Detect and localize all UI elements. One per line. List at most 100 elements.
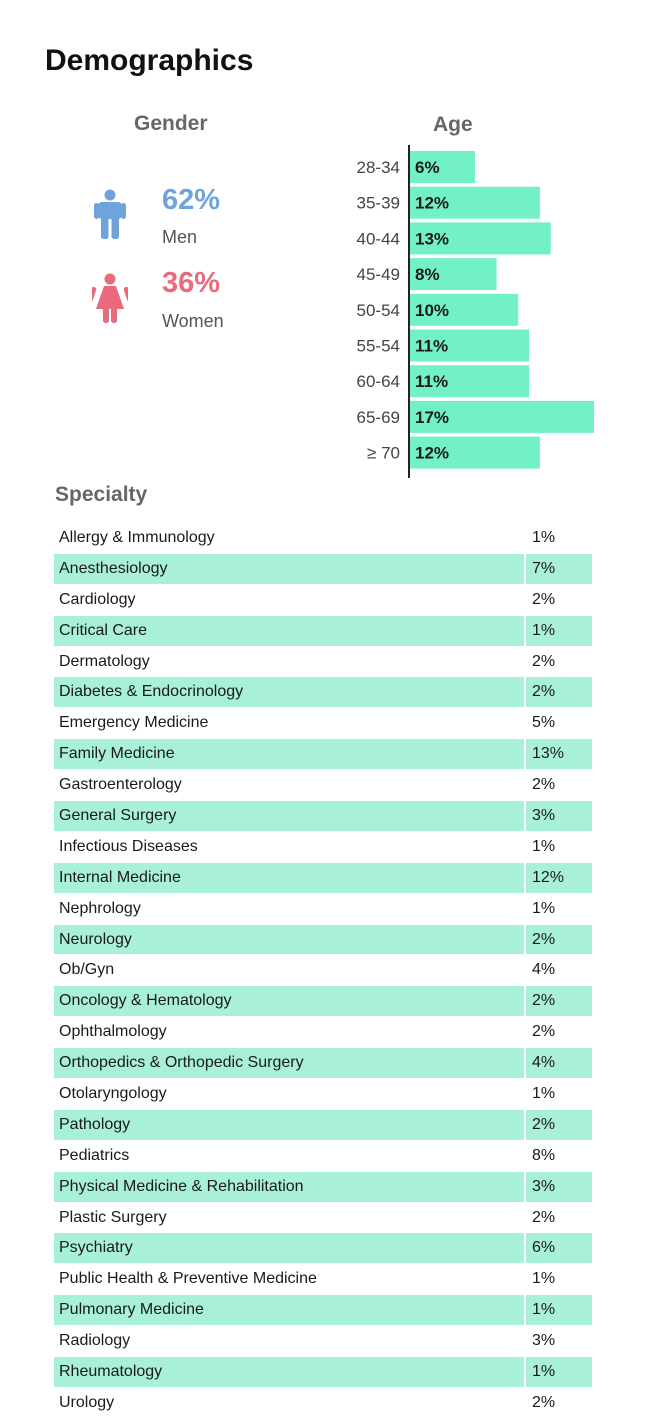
specialty-value: 2% (532, 683, 556, 701)
table-row: Infectious Diseases 1% (54, 831, 592, 863)
specialty-name: Ob/Gyn (54, 955, 526, 986)
specialty-name: Gastroenterology (54, 770, 526, 801)
specialty-value: 8% (532, 1146, 556, 1164)
age-tick-label: 60-64 (357, 372, 400, 391)
age-tick-label: 28-34 (357, 158, 400, 177)
specialty-name: Allergy & Immunology (54, 523, 526, 553)
age-tick-label: 55-54 (357, 337, 400, 356)
specialty-name: Family Medicine (54, 739, 526, 770)
specialty-value: 3% (532, 1177, 556, 1195)
specialty-value: 1% (532, 837, 556, 855)
specialty-name: Psychiatry (54, 1233, 526, 1264)
specialty-name: Dermatology (54, 646, 526, 677)
table-row: Gastroenterology 2% (54, 770, 592, 802)
specialty-name: Pathology (54, 1109, 526, 1140)
table-row: Orthopedics & Orthopedic Surgery 4% (54, 1048, 592, 1080)
specialty-value: 1% (532, 1084, 556, 1102)
age-data-label: 10% (415, 301, 449, 320)
table-row: Plastic Surgery 2% (54, 1202, 592, 1234)
page-title: Demographics (45, 44, 254, 77)
table-row: Urology 2% (54, 1387, 592, 1419)
specialty-name: Pediatrics (54, 1140, 526, 1171)
specialty-name: Nephrology (54, 893, 526, 924)
specialty-value: 1% (532, 621, 556, 639)
specialty-name: Pulmonary Medicine (54, 1295, 526, 1326)
age-tick-label: 65-69 (357, 408, 400, 427)
specialty-value: 13% (532, 745, 565, 763)
age-tick-label: 35-39 (357, 194, 400, 213)
age-bar (410, 258, 497, 291)
age-data-label: 13% (415, 229, 449, 248)
age-tick-label: 45-49 (357, 265, 400, 284)
table-row: Otolaryngology 1% (54, 1079, 592, 1110)
specialty-name: Infectious Diseases (54, 831, 526, 862)
table-row: Radiology 3% (54, 1326, 592, 1358)
specialty-value: 3% (532, 1332, 556, 1350)
specialty-value: 2% (532, 1023, 556, 1041)
table-row: Anesthesiology 7% (54, 553, 592, 585)
specialty-value: 2% (532, 930, 556, 948)
specialty-value: 2% (532, 1208, 556, 1226)
table-row: Rheumatology 1% (54, 1357, 592, 1388)
specialty-value: 1% (532, 528, 556, 546)
specialty-name: Plastic Surgery (54, 1202, 526, 1233)
table-row: Family Medicine 13% (54, 739, 592, 771)
gender-heading: Gender (134, 112, 208, 135)
age-data-label: 11% (415, 372, 448, 391)
table-row: Psychiatry 6% (54, 1233, 592, 1265)
table-row: Ob/Gyn 4% (54, 955, 592, 987)
table-row: Allergy & Immunology 1% (54, 523, 592, 554)
age-tick-label: ≥ 70 (367, 444, 400, 463)
table-row: Emergency Medicine 5% (54, 708, 592, 740)
age-bar (410, 329, 530, 362)
age-tick-label: 40-44 (357, 229, 400, 248)
specialty-value: 6% (532, 1239, 556, 1257)
table-row: Oncology & Hematology 2% (54, 986, 592, 1018)
specialty-value: 1% (532, 1301, 556, 1319)
specialty-table: Allergy & Immunology 1% Anesthesiology 7% Ca… (54, 523, 592, 1419)
specialty-value: 2% (532, 1393, 556, 1411)
age-bar-chart: 28-34 6% 35-39 12% 40-44 13% 45-49 8% 50-54 10% 55… (357, 145, 594, 478)
specialty-value: 2% (532, 1115, 556, 1133)
specialty-value: 12% (532, 868, 565, 886)
age-bar (410, 365, 530, 398)
specialty-value: 2% (532, 776, 556, 794)
age-bar (410, 222, 551, 255)
age-data-label: 17% (415, 408, 449, 427)
age-data-label: 12% (415, 444, 449, 463)
specialty-name: Oncology & Hematology (54, 986, 526, 1017)
specialty-value: 4% (532, 961, 556, 979)
table-row: Ophthalmology 2% (54, 1017, 592, 1049)
age-bar (410, 186, 540, 219)
specialty-value: 1% (532, 1362, 556, 1380)
table-row: Cardiology 2% (54, 584, 592, 616)
specialty-value: 4% (532, 1054, 556, 1072)
specialty-name: Radiology (54, 1326, 526, 1357)
specialty-name: Internal Medicine (54, 862, 526, 893)
table-row: Diabetes & Endocrinology 2% (54, 677, 592, 709)
age-data-label: 8% (415, 265, 440, 284)
table-row: Pulmonary Medicine 1% (54, 1295, 592, 1327)
age-tick-label: 50-54 (357, 301, 400, 320)
specialty-heading: Specialty (55, 483, 148, 506)
specialty-value: 2% (532, 992, 556, 1010)
specialty-name: Otolaryngology (54, 1079, 526, 1109)
specialty-name: Emergency Medicine (54, 708, 526, 739)
age-data-label: 11% (415, 337, 448, 356)
age-bar (410, 436, 540, 469)
specialty-value: 5% (532, 714, 556, 732)
specialty-value: 1% (532, 1270, 556, 1288)
specialty-name: Rheumatology (54, 1357, 526, 1387)
women-percentage: 36% (162, 267, 221, 299)
specialty-value: 2% (532, 590, 556, 608)
age-bar (410, 151, 475, 183)
specialty-value: 7% (532, 559, 556, 577)
specialty-name: Anesthesiology (54, 553, 526, 584)
specialty-name: Diabetes & Endocrinology (54, 677, 526, 708)
table-row: Pathology 2% (54, 1109, 592, 1141)
specialty-name: Urology (54, 1387, 526, 1418)
age-data-label: 6% (415, 158, 440, 177)
table-row: Physical Medicine & Rehabilitation 3% (54, 1171, 592, 1203)
table-row: General Surgery 3% (54, 801, 592, 832)
specialty-name: Public Health & Preventive Medicine (54, 1264, 526, 1295)
